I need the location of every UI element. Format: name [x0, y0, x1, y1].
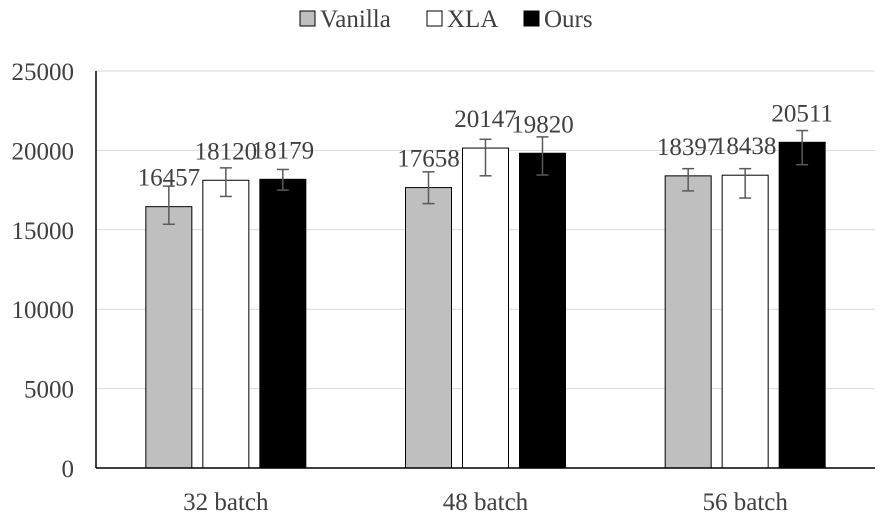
x-tick-labels: 32 batch 48 batch 56 batch	[183, 489, 788, 516]
bar-xla-3	[721, 174, 769, 469]
axes	[95, 71, 875, 469]
bar-vanilla-1	[145, 206, 193, 469]
data-label: 19820	[511, 111, 574, 138]
y-tick-label: 10000	[12, 297, 75, 324]
y-tick-label: 5000	[24, 377, 74, 404]
x-tick-label: 48 batch	[443, 489, 529, 516]
data-label: 16457	[138, 165, 201, 192]
bar-vanilla-3	[664, 175, 712, 469]
data-label: 18397	[657, 134, 720, 161]
bar-xla-1	[202, 179, 250, 469]
legend-swatch-vanilla	[299, 10, 316, 27]
bar-vanilla-2	[405, 187, 452, 469]
legend-swatch-ours	[523, 10, 540, 27]
data-label: 18120	[195, 138, 258, 165]
legend-label-vanilla: Vanilla	[320, 6, 391, 33]
legend-label-xla: XLA	[447, 6, 498, 33]
bar-ours-3	[778, 141, 826, 469]
legend-label-ours: Ours	[544, 6, 593, 33]
data-label: 17658	[397, 146, 460, 173]
bar-ours-2	[519, 152, 566, 469]
data-label: 20147	[454, 106, 517, 133]
data-label: 20511	[771, 100, 833, 127]
y-tick-label: 15000	[12, 218, 75, 245]
y-tick-labels: 0 5000 10000 15000 20000 25000	[12, 59, 75, 483]
y-tick-label: 25000	[12, 59, 75, 86]
x-tick-label: 56 batch	[702, 489, 788, 516]
x-tick-label: 32 batch	[183, 489, 269, 516]
bar-xla-2	[462, 147, 509, 469]
legend: Vanilla XLA Ours	[299, 6, 593, 33]
bars	[145, 141, 826, 469]
error-bars	[162, 129, 809, 225]
data-label: 18179	[252, 137, 315, 164]
legend-swatch-xla	[426, 10, 443, 27]
y-tick-label: 0	[62, 456, 75, 483]
y-tick-label: 20000	[12, 138, 75, 165]
data-label: 18438	[714, 133, 777, 160]
bar-ours-1	[259, 178, 307, 469]
